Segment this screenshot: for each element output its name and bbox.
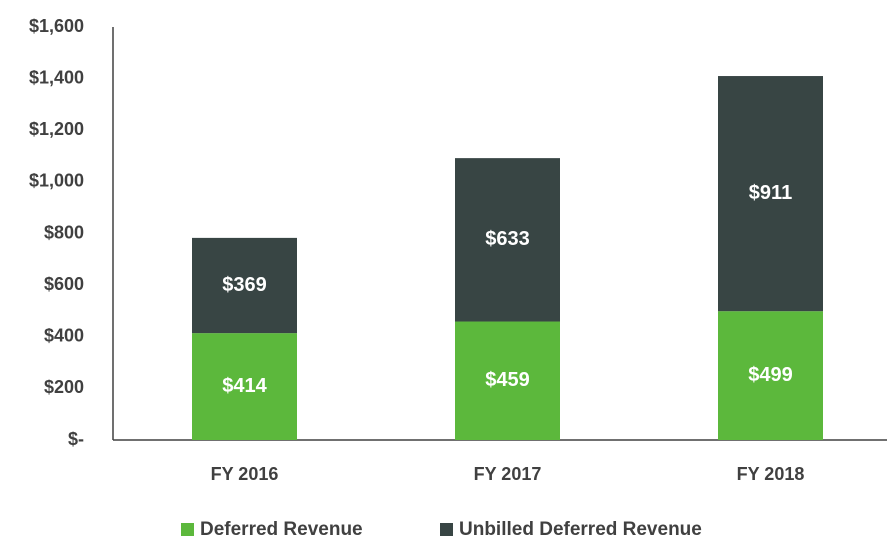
bar-segment (718, 311, 823, 440)
y-tick-label: $400 (44, 326, 84, 346)
legend-swatch (440, 523, 453, 536)
x-tick-label: FY 2018 (737, 464, 805, 484)
bar-segment (455, 158, 560, 322)
bar-segment (192, 237, 297, 334)
bar-segment (718, 76, 823, 312)
data-label: $414 (222, 375, 267, 397)
y-tick-label: $1,000 (29, 171, 84, 191)
legend-label: Unbilled Deferred Revenue (459, 519, 702, 540)
data-label: $911 (749, 182, 792, 204)
bar-segment (455, 321, 560, 440)
y-tick-label: $800 (44, 222, 84, 242)
data-label: $633 (485, 228, 530, 250)
y-tick-label: $- (68, 429, 84, 449)
data-label: $459 (485, 369, 530, 391)
y-tick-label: $1,400 (29, 67, 84, 87)
x-tick-label: FY 2016 (211, 464, 279, 484)
x-tick-label: FY 2017 (474, 464, 542, 484)
data-label: $369 (222, 274, 267, 296)
y-tick-label: $1,200 (29, 119, 84, 139)
y-tick-label: $600 (44, 274, 84, 294)
y-tick-label: $1,600 (29, 16, 84, 36)
legend-swatch (181, 523, 194, 536)
bar-segment (192, 333, 297, 440)
y-tick-label: $200 (44, 377, 84, 397)
data-label: $499 (748, 364, 793, 386)
legend-label: Deferred Revenue (200, 519, 363, 540)
